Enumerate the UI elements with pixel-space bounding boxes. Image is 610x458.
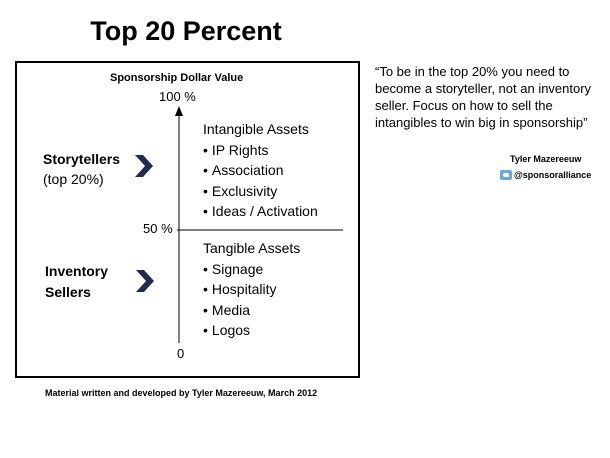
intangible-heading: Intangible Assets bbox=[203, 121, 309, 137]
storytellers-label: Storytellers (top 20%) bbox=[43, 149, 120, 189]
intangible-assets-block: Intangible Assets IP Rights Association … bbox=[203, 119, 318, 222]
list-item: Exclusivity bbox=[203, 181, 318, 202]
intangible-list: IP Rights Association Exclusivity Ideas … bbox=[203, 140, 318, 222]
list-item: Signage bbox=[203, 259, 300, 280]
tangible-heading: Tangible Assets bbox=[203, 240, 301, 256]
list-item: Ideas / Activation bbox=[203, 201, 318, 222]
twitter-icon bbox=[500, 170, 512, 180]
tick-zero: 0 bbox=[177, 346, 185, 361]
diagram-frame: Sponsorship Dollar Value 100 % 50 % 0 St… bbox=[15, 61, 360, 378]
list-item: Association bbox=[203, 160, 318, 181]
inventory-title-line2: Sellers bbox=[45, 284, 91, 300]
list-item: IP Rights bbox=[203, 140, 318, 161]
inventory-title-line1: Inventory bbox=[45, 263, 109, 279]
list-item: Media bbox=[203, 300, 300, 321]
twitter-handle-text: @sponsoralliance bbox=[514, 170, 592, 180]
storytellers-chevron-icon bbox=[135, 155, 153, 177]
tick-50-percent: 50 % bbox=[143, 221, 173, 236]
tangible-list: Signage Hospitality Media Logos bbox=[203, 259, 300, 341]
list-item: Logos bbox=[203, 320, 300, 341]
quote-author: Tyler Mazereeuw bbox=[510, 154, 582, 164]
axis-arrowhead bbox=[175, 106, 183, 116]
quote-text: “To be in the top 20% you need to become… bbox=[375, 64, 592, 130]
twitter-handle: @sponsoralliance bbox=[500, 170, 591, 180]
inventory-sellers-label: Inventory Sellers bbox=[45, 261, 108, 303]
storytellers-title: Storytellers bbox=[43, 151, 121, 167]
axis-lines bbox=[175, 106, 343, 343]
axis-title: Sponsorship Dollar Value bbox=[110, 72, 244, 84]
page-title: Top 20 Percent bbox=[90, 16, 282, 46]
credit-line: Material written and developed by Tyler … bbox=[45, 388, 318, 398]
tangible-assets-block: Tangible Assets Signage Hospitality Medi… bbox=[203, 238, 300, 341]
storytellers-subtitle: (top 20%) bbox=[43, 171, 104, 187]
inventory-chevron-icon bbox=[136, 270, 154, 292]
list-item: Hospitality bbox=[203, 279, 300, 300]
tick-100-percent: 100 % bbox=[159, 89, 196, 104]
